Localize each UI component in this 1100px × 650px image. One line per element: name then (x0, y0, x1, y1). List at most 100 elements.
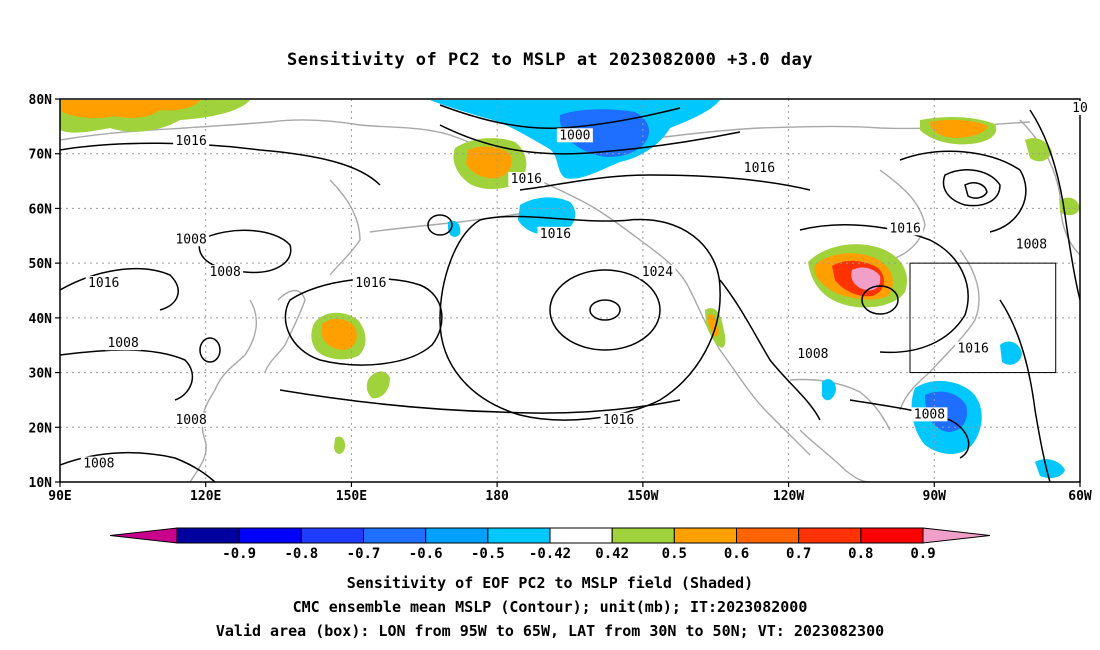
contour-label: 1016 (603, 413, 634, 428)
contour-label-bg (911, 407, 948, 422)
contour-label-bg (955, 341, 992, 356)
contour-label: 10 (1072, 101, 1088, 116)
colorbar-cell (549, 527, 613, 544)
contour-label-bg (173, 133, 210, 148)
shading-cyan-atl2 (1000, 341, 1022, 365)
contour-label: 1016 (540, 227, 571, 242)
x-tick-label: 120E (190, 489, 221, 504)
contour-1016-west (284, 277, 443, 366)
y-tick-label: 50N (29, 257, 53, 272)
contour-1000-north (439, 104, 681, 130)
y-tick-label: 20N (29, 421, 53, 436)
shading-pink-na (851, 267, 881, 291)
contour-small-low3 (861, 285, 899, 315)
y-tick-label: 70N (29, 148, 53, 163)
valid-area-box (909, 262, 1057, 374)
axis-ticks: 90E 120E 150E 180 150W 120W 90W 60W 10N 20N 30N 40N… (29, 93, 1092, 504)
colorbar-label: -0.7 (347, 546, 381, 562)
contour-label: 1008 (1016, 238, 1047, 253)
contour-1008-south (60, 451, 216, 482)
contour-label-bg (352, 276, 389, 291)
contour-label-bg (173, 232, 210, 247)
contour-label: 1016 (88, 276, 119, 291)
contour-label: 1008 (107, 336, 138, 351)
contour-label-bg (556, 128, 593, 143)
colorbar-cell (798, 527, 862, 544)
contour-label: 1024 (642, 265, 673, 280)
coastline-kamchatka (329, 179, 361, 276)
caption-valid-area: Valid area (box): LON from 95W to 65W, L… (215, 622, 885, 640)
contour-label: 1016 (175, 134, 206, 149)
contour-label-bg (85, 276, 122, 291)
colorbar-cell (300, 527, 365, 544)
contour-label-bg (80, 456, 117, 471)
colorbar-label: 0.8 (848, 546, 873, 562)
contour-label-bg (173, 412, 210, 427)
contour-1008-east (899, 150, 1027, 233)
shading-green-spot1 (334, 436, 346, 454)
x-tick-label: 90E (48, 489, 71, 504)
contour-label: 1008 (175, 232, 206, 247)
shading-green-greenland (1025, 138, 1052, 162)
colorbar-label: 0.7 (786, 546, 811, 562)
x-tick-label: 180 (485, 489, 509, 504)
map-frame (59, 98, 1081, 483)
colorbar-label: 0.9 (910, 546, 935, 562)
contour-labels: 1016 1000 1016 1016 1008 1016 1016 1008 1024 1008… (80, 100, 1090, 472)
contour-label: 1016 (744, 161, 775, 176)
contour-1016-na (799, 224, 969, 354)
shading-orange-east (930, 119, 988, 138)
x-tick-label: 60W (1068, 489, 1092, 504)
x-tick-label: 150W (627, 489, 658, 504)
contour-far-east (999, 299, 1051, 482)
colorbar-cell (860, 527, 924, 544)
contour-label: 1016 (511, 172, 542, 187)
colorbar: -0.9 -0.8 -0.7 -0.6 -0.5 -0.42 0.42 0.5 0.6 0.7 0.… (109, 527, 991, 562)
contour-label: 1008 (209, 265, 240, 280)
contour-label-bg (207, 265, 244, 280)
colorbar-max-triangle (922, 527, 991, 544)
contour-1016-nw (60, 142, 381, 186)
colorbar-label: -0.6 (409, 546, 443, 562)
shading-blue-north (559, 109, 650, 157)
coastline-central-america (799, 429, 871, 482)
y-tick-label: 40N (29, 312, 53, 327)
colorbar-cell (673, 527, 737, 544)
map-plot-area (60, 99, 1080, 482)
contour-label: 1016 (889, 221, 920, 236)
contour-1008-na (719, 279, 821, 421)
contour-label: 1008 (797, 347, 828, 362)
contour-label-bg (887, 221, 924, 236)
contour-low-east (942, 169, 1001, 207)
y-tick-label: 30N (29, 367, 53, 382)
colorbar-cell (176, 527, 240, 544)
coastline-japan (264, 289, 306, 373)
contour-high-inner (589, 299, 621, 321)
colorbar-label: 0.5 (662, 546, 687, 562)
y-tick-label: 60N (29, 202, 53, 217)
shading-orange-mid (322, 318, 357, 350)
contour-label-bg (1013, 237, 1050, 252)
contour-label-bg (639, 265, 676, 280)
contour-label-bg (537, 226, 574, 241)
shading-orange-aleutian (466, 146, 512, 179)
contour-1016-south (279, 389, 681, 414)
contour-1008-north (439, 124, 741, 155)
coastline-na-west (689, 289, 811, 456)
contour-label: 1000 (559, 128, 590, 143)
coastline-gulf (789, 378, 891, 431)
shading-orange-oregon (707, 314, 719, 337)
y-tick-label: 80N (29, 93, 53, 108)
contour-label: 1008 (914, 407, 945, 422)
contour-1008-west (198, 229, 292, 274)
shading-cyan-atl3 (1035, 459, 1065, 478)
colorbar-cell (363, 527, 427, 544)
colorbar-label: -0.8 (284, 546, 318, 562)
contour-label-bg (600, 412, 637, 427)
shading-cyan-gulf (822, 379, 836, 401)
contour-label: 1008 (83, 457, 114, 472)
coastline-east-asia (189, 299, 258, 482)
colorbar-label: -0.42 (529, 546, 571, 562)
colorbar-label: -0.5 (471, 546, 505, 562)
